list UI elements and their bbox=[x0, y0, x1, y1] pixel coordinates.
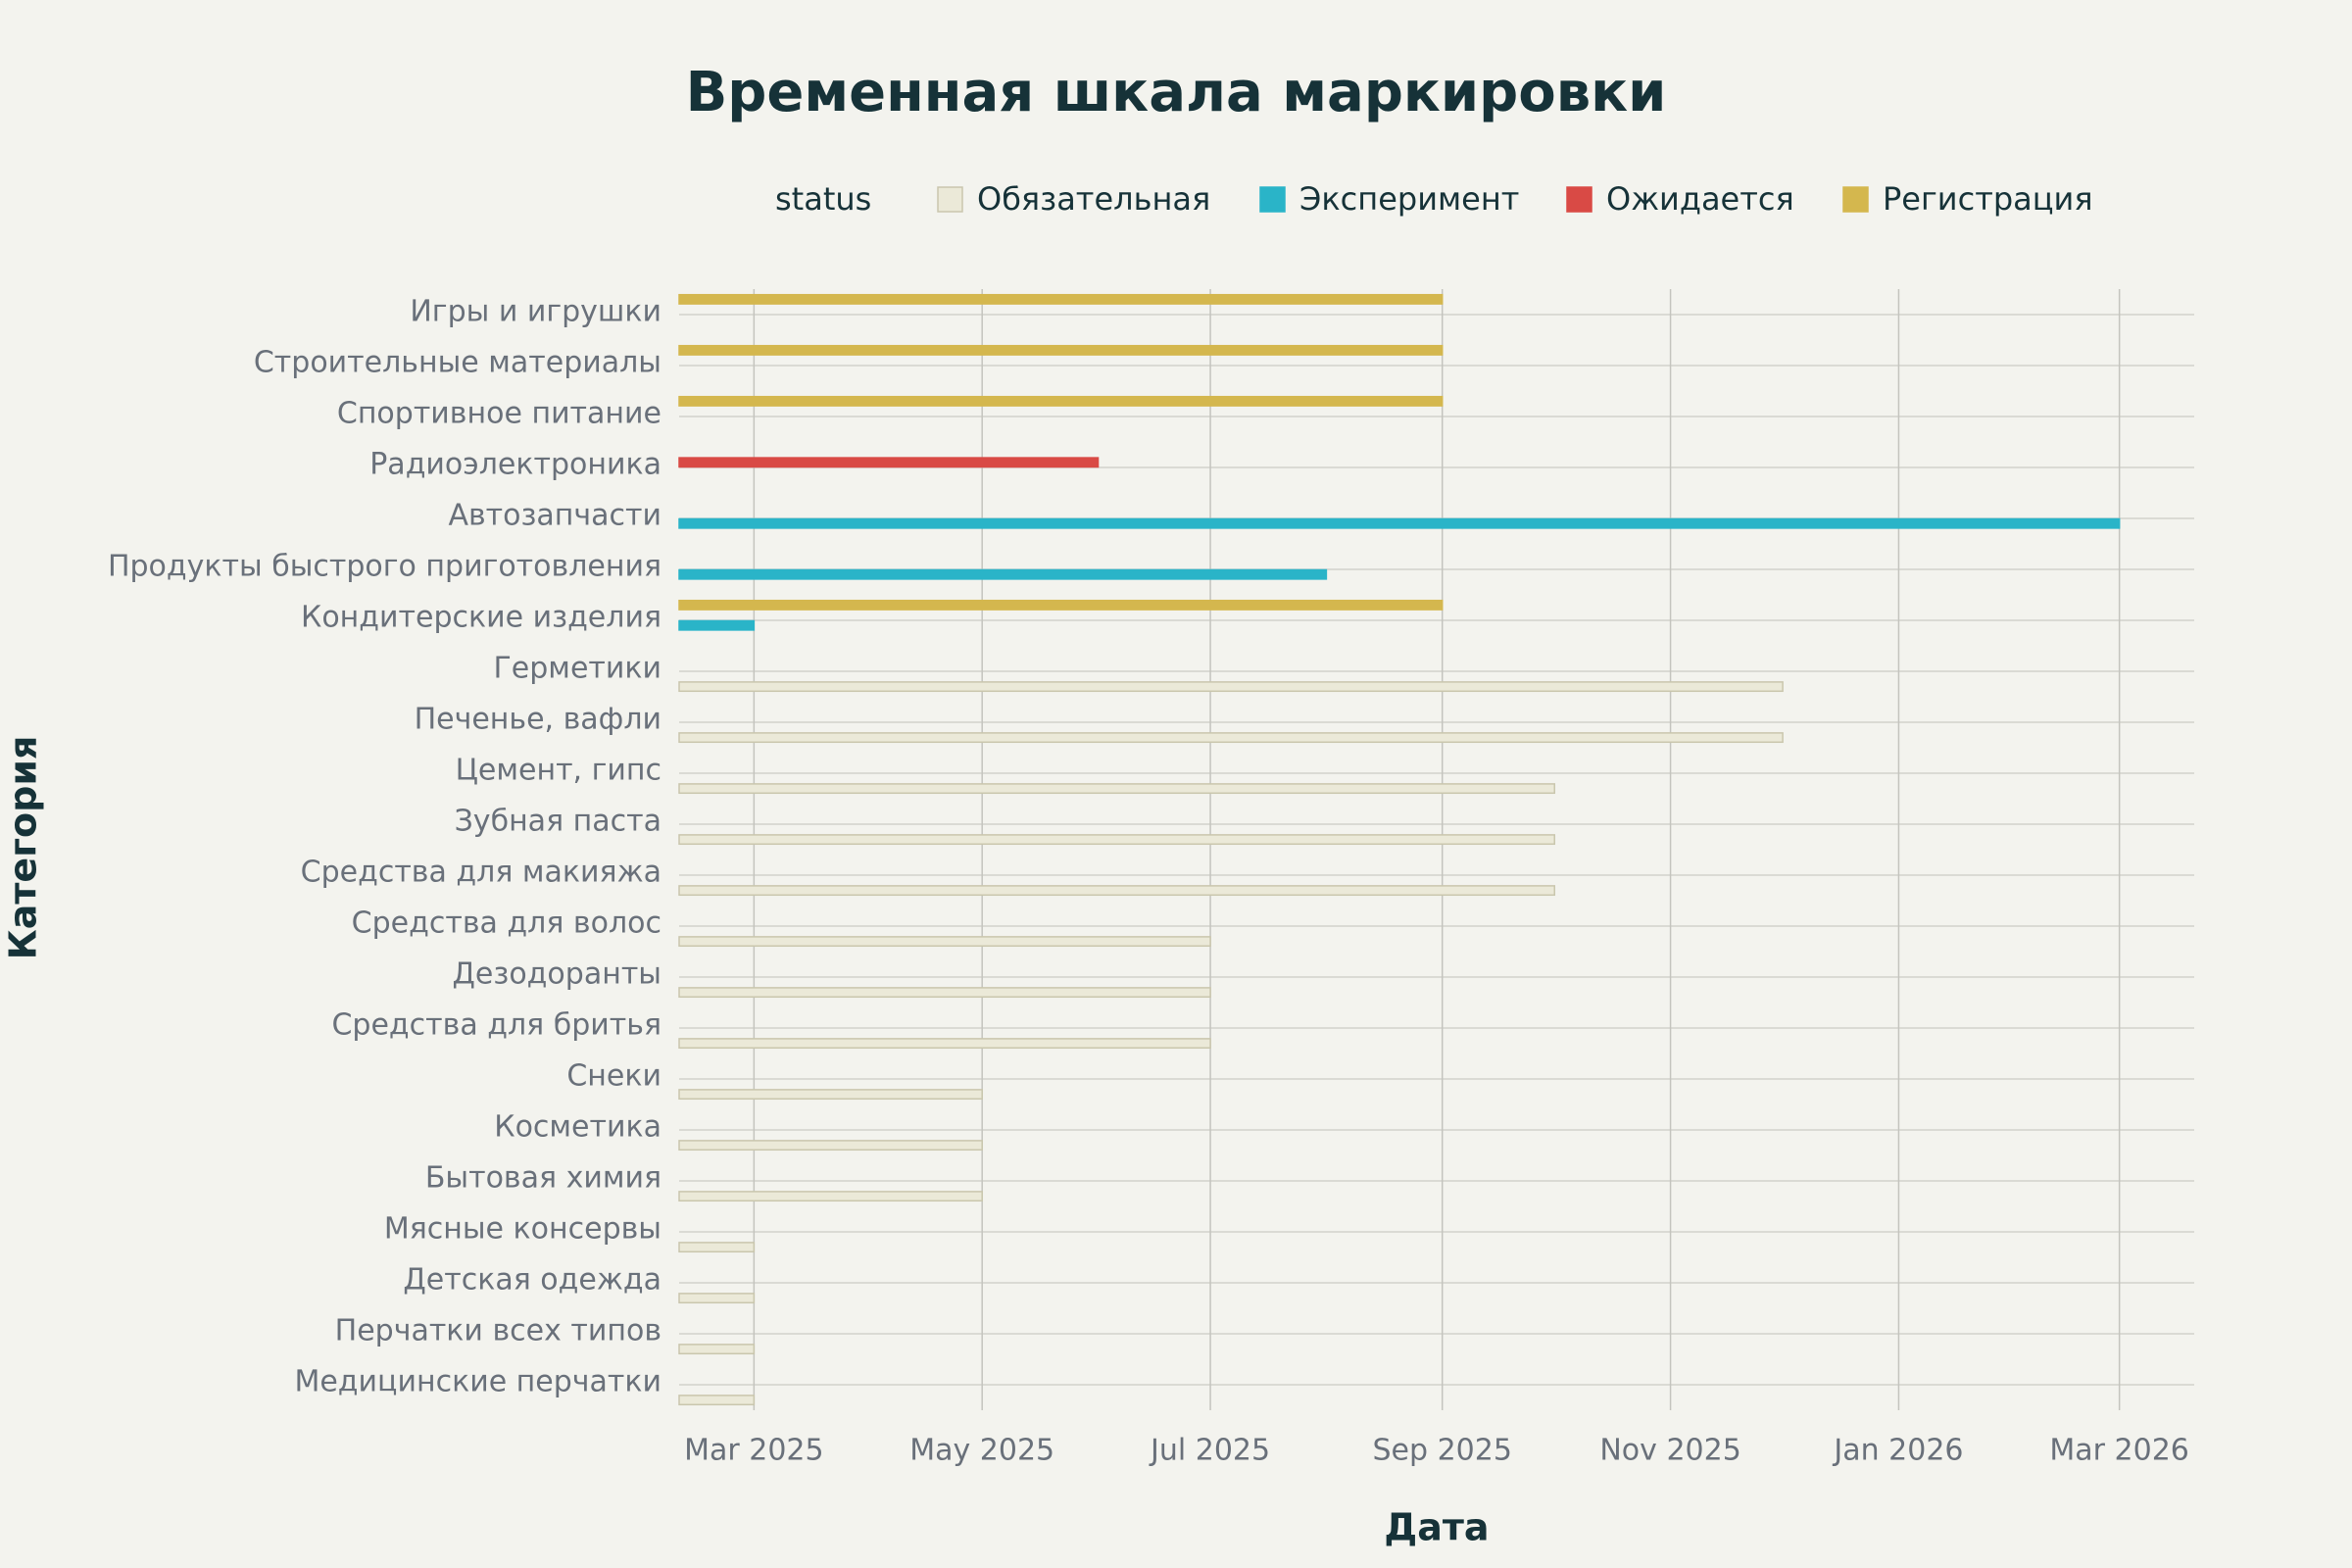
x-tick-label: Jan 2026 bbox=[1832, 1434, 1963, 1468]
bar bbox=[678, 1089, 983, 1101]
legend-swatch bbox=[1566, 186, 1592, 213]
bar bbox=[678, 885, 1555, 897]
y-tick-label: Детская одежда bbox=[403, 1263, 662, 1298]
bar bbox=[678, 457, 1100, 468]
bar bbox=[678, 1140, 983, 1152]
y-tick-label: Строительные материалы bbox=[254, 346, 662, 380]
y-tick-label: Спортивное питание bbox=[337, 397, 662, 431]
y-tick-label: Средства для бритья bbox=[331, 1008, 662, 1043]
bar bbox=[678, 344, 1444, 356]
y-tick-label: Средства для макияжа bbox=[301, 856, 662, 890]
bar bbox=[678, 1038, 1211, 1050]
bar bbox=[678, 1395, 756, 1406]
x-tick-label: May 2025 bbox=[909, 1434, 1054, 1468]
y-tick-label: Игры и игрушки bbox=[410, 295, 662, 329]
legend-swatch bbox=[937, 186, 963, 213]
bar bbox=[678, 681, 1784, 693]
bar bbox=[678, 834, 1555, 846]
legend-label: Эксперимент bbox=[1299, 180, 1519, 218]
bar bbox=[678, 987, 1211, 999]
legend-swatch bbox=[1842, 186, 1869, 213]
y-tick-label: Дезодоранты bbox=[452, 957, 662, 992]
bar bbox=[678, 395, 1444, 407]
bar bbox=[678, 619, 756, 631]
y-tick-label: Перчатки всех типов bbox=[335, 1314, 662, 1348]
y-tick-label: Мясные консервы bbox=[384, 1212, 662, 1247]
y-tick-label: Герметики bbox=[494, 652, 662, 686]
y-tick-label: Автозапчасти bbox=[448, 499, 662, 533]
y-tick-label: Цемент, гипс bbox=[456, 754, 662, 788]
bar bbox=[678, 783, 1555, 795]
x-tick-label: Nov 2025 bbox=[1599, 1434, 1740, 1468]
legend-label: Ожидается bbox=[1606, 180, 1794, 218]
y-tick-label: Продукты быстрого приготовления bbox=[108, 550, 662, 584]
chart-title: Временная шкала маркировки bbox=[686, 61, 1667, 124]
y-tick-label: Средства для волос bbox=[352, 906, 662, 941]
y-tick-label: Медицинские перчатки bbox=[294, 1365, 662, 1399]
y-tick-label: Снеки bbox=[566, 1059, 662, 1094]
legend-swatch bbox=[1259, 186, 1286, 213]
y-tick-label: Косметика bbox=[494, 1110, 662, 1145]
bar bbox=[678, 936, 1211, 948]
bar bbox=[678, 568, 1328, 580]
legend-label: Регистрация bbox=[1883, 180, 2093, 218]
bar bbox=[678, 1242, 756, 1253]
y-tick-label: Зубная паста bbox=[455, 805, 662, 839]
bar bbox=[678, 293, 1444, 305]
y-tick-label: Радиоэлектроника bbox=[369, 448, 662, 482]
x-tick-label: Sep 2025 bbox=[1373, 1434, 1512, 1468]
y-axis-title: Категория bbox=[2, 736, 45, 960]
bar bbox=[678, 1191, 983, 1202]
bar bbox=[678, 1344, 756, 1355]
bar bbox=[678, 732, 1784, 744]
x-tick-label: Jul 2025 bbox=[1149, 1434, 1270, 1468]
bar bbox=[678, 599, 1444, 611]
x-axis-title: Дата bbox=[1384, 1506, 1489, 1549]
legend-label: Обязательная bbox=[977, 180, 1210, 218]
y-tick-label: Печенье, вафли bbox=[415, 703, 662, 737]
y-tick-label: Бытовая химия bbox=[425, 1161, 662, 1196]
x-tick-label: Mar 2025 bbox=[684, 1434, 824, 1468]
bar bbox=[678, 517, 2121, 529]
bar bbox=[678, 1293, 756, 1304]
legend-title: status bbox=[775, 180, 871, 218]
x-tick-label: Mar 2026 bbox=[2049, 1434, 2189, 1468]
y-tick-label: Кондитерские изделия bbox=[301, 601, 662, 635]
